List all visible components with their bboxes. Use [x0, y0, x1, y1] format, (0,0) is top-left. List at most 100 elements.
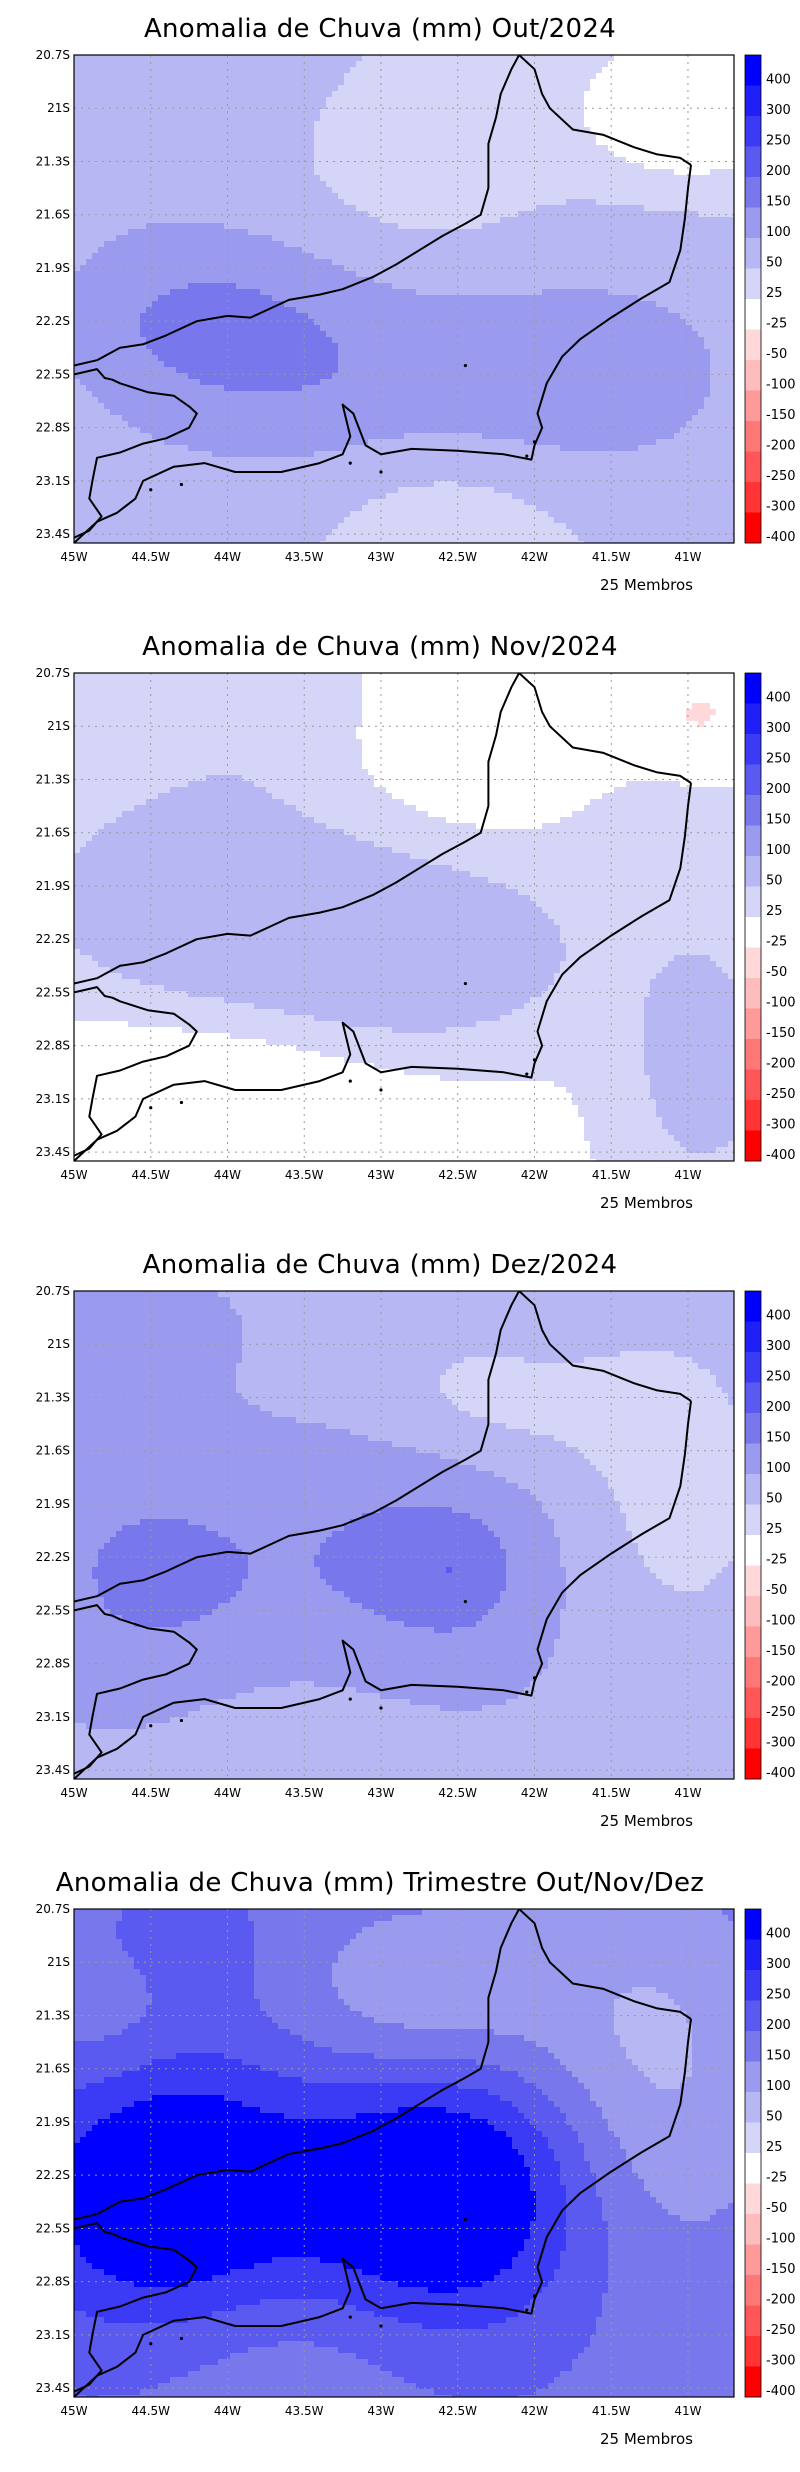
colorbar-label: 400: [766, 1309, 791, 1324]
colorbar-swatch: [745, 1382, 761, 1414]
colorbar-swatch: [745, 2336, 761, 2367]
colorbar-label: -400: [766, 1766, 796, 1781]
colorbar-label: 25: [766, 904, 783, 919]
colorbar-label: -100: [766, 2232, 796, 2247]
colorbar-swatch: [745, 512, 761, 544]
map-frame: [73, 1908, 735, 2398]
x-tick-label: 44W: [214, 2404, 241, 2418]
colorbar-label: 25: [766, 286, 783, 301]
y-tick-label: 21.9S: [36, 1497, 70, 1511]
colorbar-label: -25: [766, 935, 787, 950]
x-tick-label: 42.5W: [438, 550, 477, 564]
colorbar: 400 300 250 200 150 100 50 25 -25 -50 -100 -150 -200…: [744, 1908, 796, 2399]
colorbar-swatch: [745, 1657, 761, 1688]
x-tick-label: 43.5W: [285, 1168, 324, 1182]
colorbar-label: -250: [766, 469, 796, 484]
colorbar-label: 400: [766, 1927, 791, 1942]
y-tick-label: 22.5S: [36, 367, 70, 381]
colorbar-swatch: [745, 1100, 761, 1131]
x-tick-label: 42W: [521, 2404, 548, 2418]
x-tick-label: 44W: [214, 1168, 241, 1182]
colorbar-label: -100: [766, 1614, 796, 1629]
colorbar-label: 400: [766, 691, 791, 706]
members-label: 25 Membros: [600, 576, 693, 594]
colorbar-swatch: [745, 1718, 761, 1749]
colorbar-swatch: [745, 703, 761, 735]
colorbar-label: -300: [766, 1118, 796, 1133]
colorbar-swatch: [745, 1970, 761, 2001]
colorbar-label: -300: [766, 1736, 796, 1751]
colorbar-swatch: [745, 1565, 761, 1597]
map-canvas: 45W 44.5W 44W 43.5W 43W 42.5W 42W 41.5W 41W 20.7S…: [36, 1284, 796, 1800]
anomaly-field: [74, 673, 734, 1161]
colorbar-swatch: [745, 55, 761, 86]
colorbar-label: 150: [766, 2049, 791, 2064]
colorbar-label: -200: [766, 439, 796, 454]
colorbar-label: -200: [766, 2293, 796, 2308]
x-tick-label: 43W: [367, 550, 394, 564]
colorbar-label: -400: [766, 530, 796, 545]
colorbar-label: -100: [766, 996, 796, 1011]
x-tick-label: 45W: [60, 1786, 87, 1800]
x-tick-label: 42.5W: [438, 2404, 477, 2418]
map-canvas: 45W 44.5W 44W 43.5W 43W 42.5W 42W 41.5W 41W 20.7S…: [36, 666, 796, 1182]
y-tick-label: 22.5S: [36, 985, 70, 999]
anomaly-field: [74, 1909, 734, 2397]
y-tick-label: 22.8S: [36, 2275, 70, 2289]
colorbar-swatch: [745, 2000, 761, 2032]
map-frame: [73, 54, 735, 544]
colorbar-label: -300: [766, 500, 796, 515]
x-tick-label: 43.5W: [285, 1786, 324, 1800]
colorbar-swatch: [745, 1626, 761, 1658]
y-tick-label: 21S: [47, 1955, 70, 1969]
colorbar-swatch: [745, 1535, 761, 1566]
x-tick-label: 43W: [367, 1168, 394, 1182]
colorbar: 400 300 250 200 150 100 50 25 -25 -50 -100 -150 -200…: [744, 1290, 796, 1781]
y-tick-label: 20.7S: [36, 48, 70, 62]
x-tick-label: 42W: [521, 1168, 548, 1182]
colorbar-label: 250: [766, 1988, 791, 2003]
y-tick-label: 23.4S: [36, 1145, 70, 1159]
colorbar-label: -400: [766, 2384, 796, 2399]
map-canvas: 45W 44.5W 44W 43.5W 43W 42.5W 42W 41.5W 41W 20.7S…: [36, 1902, 796, 2418]
x-tick-label: 43.5W: [285, 550, 324, 564]
colorbar-swatch: [745, 2092, 761, 2123]
y-tick-label: 22.5S: [36, 1603, 70, 1617]
x-tick-label: 42W: [521, 1786, 548, 1800]
colorbar-label: 100: [766, 2079, 791, 2094]
x-tick-label: 41.5W: [592, 2404, 631, 2418]
coastline-and-borders: [74, 1909, 692, 2397]
colorbar-label: 300: [766, 103, 791, 118]
y-tick-label: 22.5S: [36, 2221, 70, 2235]
colorbar-label: 25: [766, 1522, 783, 1537]
x-tick-label: 41.5W: [592, 1786, 631, 1800]
colorbar-swatch: [745, 856, 761, 887]
map-panel: 45W 44.5W 44W 43.5W 43W 42.5W 42W 41.5W 41W 20.7S…: [0, 0, 800, 618]
y-tick-label: 22.8S: [36, 1657, 70, 1671]
y-tick-label: 22.2S: [36, 2168, 70, 2182]
colorbar-swatch: [745, 2153, 761, 2184]
members-label: 25 Membros: [600, 1812, 693, 1830]
y-tick-label: 22.2S: [36, 932, 70, 946]
colorbar-label: 250: [766, 1370, 791, 1385]
colorbar-swatch: [745, 85, 761, 117]
y-tick-label: 21S: [47, 101, 70, 115]
members-label: 25 Membros: [600, 2430, 693, 2448]
colorbar-label: 250: [766, 134, 791, 149]
x-tick-label: 44.5W: [131, 1786, 170, 1800]
colorbar-swatch: [745, 1687, 761, 1719]
x-tick-label: 42.5W: [438, 1168, 477, 1182]
grid-lines: [74, 55, 734, 543]
coastline-and-borders: [74, 673, 692, 1161]
colorbar-swatch: [745, 825, 761, 857]
colorbar-swatch: [745, 238, 761, 269]
y-tick-label: 21.3S: [36, 2008, 70, 2022]
y-tick-label: 20.7S: [36, 1284, 70, 1298]
colorbar-swatch: [745, 1909, 761, 1940]
grid-lines: [74, 1291, 734, 1779]
colorbar-label: -250: [766, 1705, 796, 1720]
colorbar-swatch: [745, 2122, 761, 2154]
colorbar-label: -25: [766, 2171, 787, 2186]
colorbar-swatch: [745, 1413, 761, 1444]
colorbar: 400 300 250 200 150 100 50 25 -25 -50 -100 -150 -200…: [744, 672, 796, 1163]
